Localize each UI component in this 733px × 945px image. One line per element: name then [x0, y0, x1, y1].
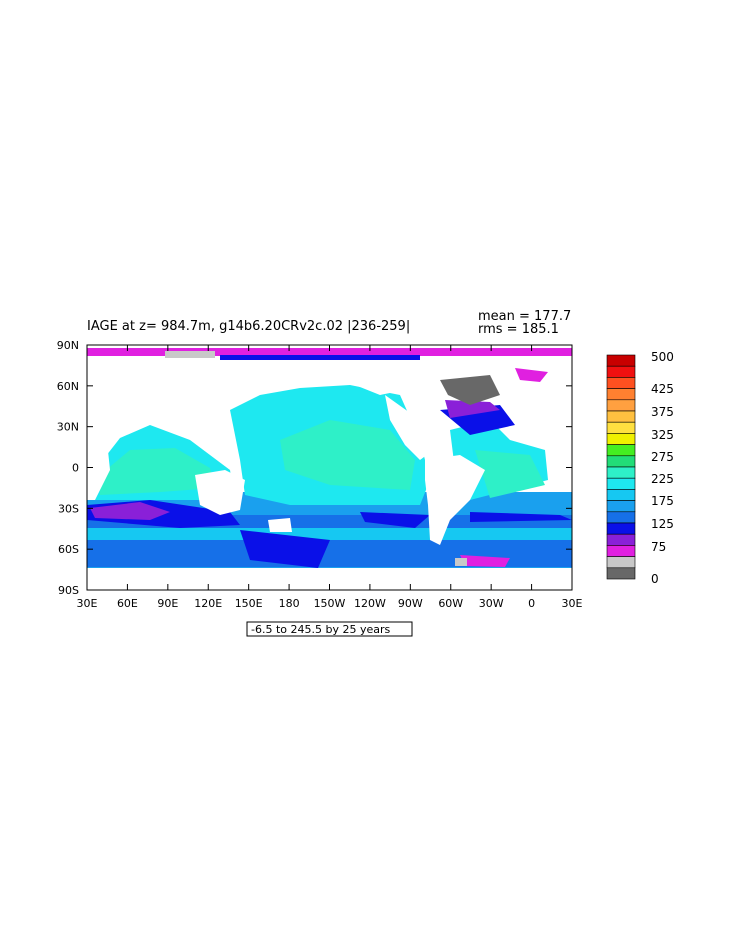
ocean-age-field — [87, 345, 572, 590]
x-tick-label: 90W — [398, 597, 423, 610]
color-bar-swatch — [606, 377, 636, 389]
y-tick-label: 60N — [57, 380, 79, 393]
y-tick-label: 60S — [58, 543, 79, 556]
color-bar-swatch — [606, 421, 636, 434]
y-axis: 90N 60N 30N 0 30S 60S 90S — [57, 339, 572, 597]
y-tick-label: 90S — [58, 584, 79, 597]
x-tick-label: 90E — [157, 597, 178, 610]
color-bar-swatch — [606, 477, 636, 490]
mean-stat: mean = 177.7 — [478, 309, 571, 324]
contour-note: -6.5 to 245.5 by 25 years — [251, 623, 391, 636]
color-bar-swatch — [606, 489, 636, 501]
color-bar-label: 125 — [651, 517, 674, 531]
color-bar-swatch — [606, 511, 636, 524]
color-bar: 500 425 375 325 275 225 175 125 75 0 — [606, 350, 674, 586]
x-tick-label: 30E — [77, 597, 98, 610]
color-bar-label: 175 — [651, 494, 674, 508]
x-tick-label: 150W — [314, 597, 346, 610]
x-tick-label: 120W — [354, 597, 386, 610]
color-bar-label: 75 — [651, 540, 666, 554]
y-tick-label: 30S — [58, 502, 79, 515]
rms-stat: rms = 185.1 — [478, 322, 559, 337]
color-bar-swatch — [606, 556, 636, 569]
color-bar-swatch — [606, 433, 636, 445]
x-tick-label: 0 — [528, 597, 535, 610]
x-tick-label: 120E — [194, 597, 222, 610]
color-bar-label: 500 — [651, 350, 674, 364]
color-bar-swatch — [606, 533, 636, 546]
color-bar-label: 0 — [651, 572, 659, 586]
x-tick-label: 60W — [438, 597, 463, 610]
color-bar-swatch — [606, 545, 636, 557]
x-tick-label: 150E — [235, 597, 263, 610]
color-bar-swatch — [606, 410, 636, 423]
color-bar-label: 275 — [651, 450, 674, 464]
color-bar-swatch — [606, 567, 636, 580]
color-bar-swatch — [606, 522, 636, 535]
map-title: IAGE at z= 984.7m, g14b6.20CRv2c.02 |236… — [87, 319, 410, 334]
color-bar-swatch — [606, 388, 636, 401]
y-tick-label: 30N — [57, 421, 79, 434]
x-axis: 30E 60E 90E 120E 150E 180 150W 120W 90W 60W 30W 0 30… — [77, 345, 583, 610]
color-bar-swatch — [606, 399, 636, 412]
color-bar-swatch — [606, 444, 636, 457]
color-bar-swatch — [606, 354, 636, 367]
y-tick-label: 0 — [72, 462, 79, 475]
x-tick-label: 180 — [279, 597, 300, 610]
contour-note-box — [246, 621, 413, 637]
x-tick-label: 30W — [479, 597, 504, 610]
y-tick-label: 90N — [57, 339, 79, 352]
color-bar-label: 225 — [651, 472, 674, 486]
color-bar-swatch — [606, 455, 636, 468]
color-bar-swatch — [606, 466, 636, 479]
x-tick-label: 60E — [117, 597, 138, 610]
color-bar-swatch — [606, 500, 636, 513]
color-bar-label: 425 — [651, 382, 674, 396]
color-bar-swatch — [606, 365, 636, 378]
color-bar-label: 375 — [651, 405, 674, 419]
x-tick-label: 30E — [562, 597, 583, 610]
color-bar-label: 325 — [651, 428, 674, 442]
